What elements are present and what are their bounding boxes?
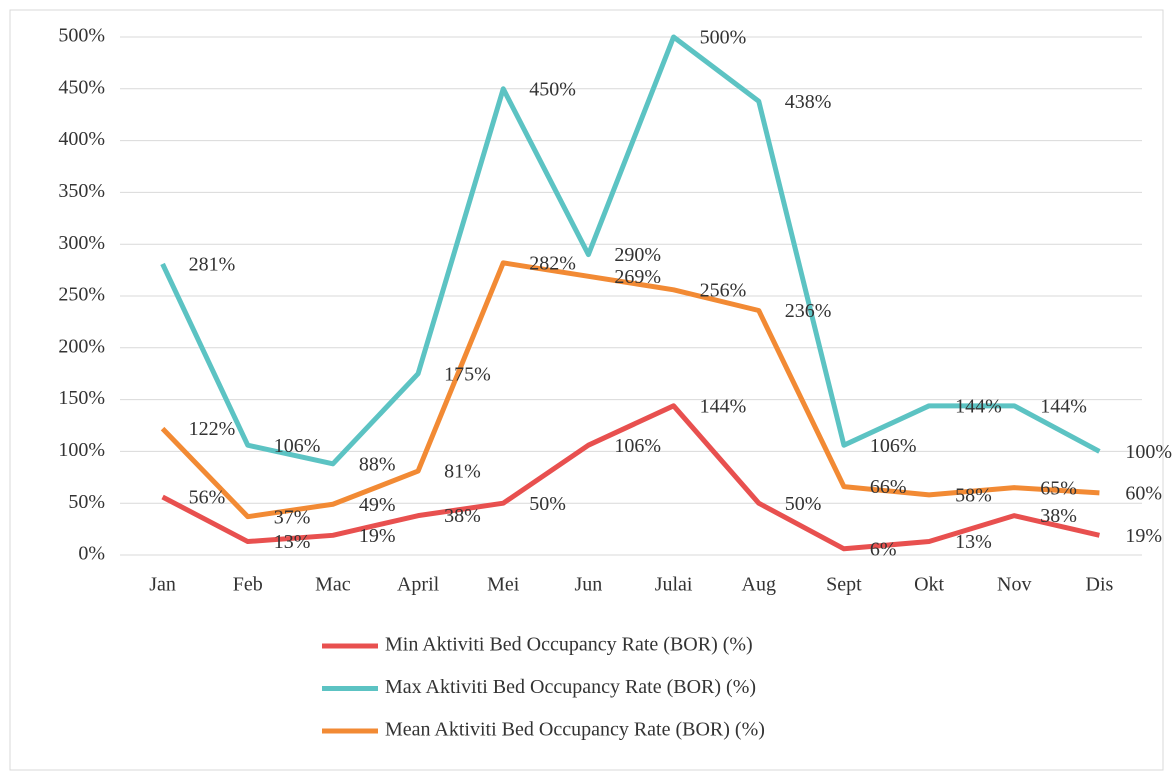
y-tick-label: 400% (58, 128, 105, 150)
y-tick-label: 450% (58, 76, 105, 98)
data-label: 37% (274, 506, 311, 528)
x-tick-label: Julai (655, 574, 693, 596)
y-tick-label: 500% (58, 25, 105, 47)
series-line (160, 34, 1101, 467)
y-tick-label: 100% (58, 439, 105, 461)
x-tick-label: Jan (149, 574, 176, 596)
data-label: 122% (189, 418, 236, 440)
y-tick-label: 50% (68, 491, 105, 513)
data-label: 106% (614, 435, 661, 457)
x-tick-label: Okt (914, 574, 944, 596)
data-label: 65% (1040, 477, 1077, 499)
x-tick-label: Mei (487, 574, 520, 596)
data-label: 19% (359, 525, 396, 547)
legend-label: Mean Aktiviti Bed Occupancy Rate (BOR) (… (385, 719, 765, 741)
x-tick-label: Mac (315, 574, 351, 596)
data-label: 106% (274, 435, 321, 457)
x-tick-label: Feb (233, 574, 263, 596)
data-label: 290% (614, 244, 661, 266)
data-label: 175% (444, 363, 491, 385)
y-tick-label: 200% (58, 335, 105, 357)
legend-label: Max Aktiviti Bed Occupancy Rate (BOR) (%… (385, 676, 756, 698)
data-label: 13% (955, 531, 992, 553)
data-label: 38% (1040, 505, 1077, 527)
data-label: 282% (529, 252, 576, 274)
x-tick-label: Jun (575, 574, 603, 596)
data-label: 19% (1125, 525, 1162, 547)
x-tick-label: Nov (997, 574, 1031, 596)
data-label: 88% (359, 453, 396, 475)
x-tick-label: April (397, 574, 440, 596)
data-label: 269% (614, 266, 661, 288)
data-label: 144% (955, 395, 1002, 417)
x-tick-label: Sept (826, 574, 862, 596)
y-tick-label: 150% (58, 387, 105, 409)
data-label: 60% (1125, 482, 1162, 504)
y-tick-label: 300% (58, 232, 105, 254)
data-label: 500% (700, 27, 747, 49)
data-label: 49% (359, 494, 396, 516)
data-label: 106% (870, 435, 917, 457)
data-label: 450% (529, 78, 576, 100)
data-label: 58% (955, 485, 992, 507)
data-label: 438% (785, 91, 832, 113)
data-label: 38% (444, 505, 481, 527)
data-label: 66% (870, 476, 907, 498)
y-tick-label: 350% (58, 180, 105, 202)
data-label: 256% (700, 279, 747, 301)
y-tick-label: 250% (58, 284, 105, 306)
data-label: 50% (785, 493, 822, 515)
data-label: 81% (444, 461, 481, 483)
data-label: 50% (529, 493, 566, 515)
data-label: 56% (189, 487, 226, 509)
data-label: 100% (1125, 441, 1172, 463)
series-line (160, 260, 1100, 520)
x-tick-label: Aug (742, 574, 776, 596)
data-label: 281% (189, 253, 236, 275)
legend-label: Min Aktiviti Bed Occupancy Rate (BOR) (%… (385, 634, 753, 656)
chart-border (9, 9, 1164, 771)
series-line (161, 403, 1100, 552)
x-tick-label: Dis (1086, 574, 1114, 596)
data-label: 6% (870, 538, 897, 560)
data-label: 144% (700, 395, 747, 417)
y-tick-label: 0% (78, 543, 105, 565)
data-label: 144% (1040, 395, 1087, 417)
data-label: 236% (785, 300, 832, 322)
data-label: 13% (274, 531, 311, 553)
